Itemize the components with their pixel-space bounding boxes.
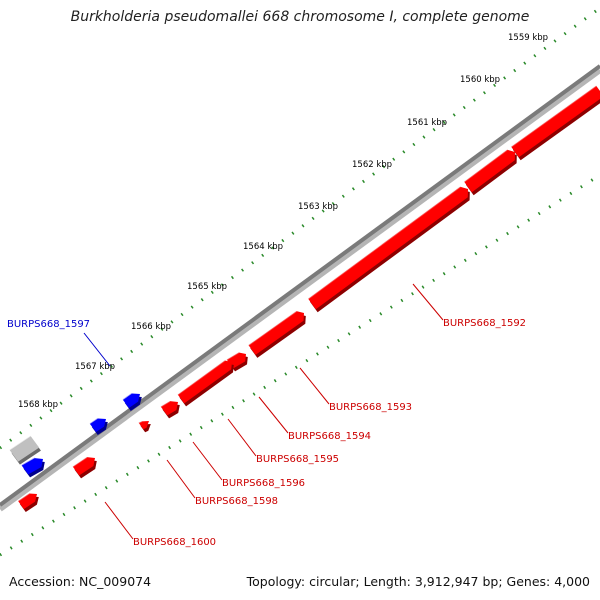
gene-feature [138,420,151,433]
gene-label-leader [227,418,257,457]
gene-feature [160,400,180,419]
genome-summary-text: Topology: circular; Length: 3,912,947 bp… [246,574,590,589]
ruler-tick-label: 1561 kbp [407,118,447,128]
gene-feature [177,359,234,407]
outer-ruler-track [0,6,600,450]
ruler-tick-label: 1562 kbp [352,160,392,170]
ruler-tick-label: 1563 kbp [298,202,338,212]
ruler-tick-label: 1568 kbp [18,400,58,410]
label-leader-lines [83,283,444,540]
gene-feature-forward [122,392,142,412]
gene-feature [463,149,517,196]
backbone-shadow [0,67,600,512]
ruler-tick-label: 1565 kbp [187,282,227,292]
accession-text: Accession: NC_009074 [9,574,152,589]
gene-label[interactable]: BURPS668_1597 [7,319,90,330]
gene-label-leader [412,283,444,321]
gene-label-leader [299,367,330,405]
gene-label-leader [104,501,134,540]
gene-feature-forward [89,417,108,436]
other-feature [9,435,41,465]
gene-label-leader [258,396,289,434]
gene-label[interactable]: BURPS668_1598 [195,496,278,507]
map-title: Burkholderia pseudomallei 668 chromosome… [70,9,530,25]
gene-feature [72,456,97,479]
gene-labels: BURPS668_1597 BURPS668_1592 BURPS668_1593 B… [7,318,526,548]
gene-label-leader [166,459,196,499]
gene-label[interactable]: BURPS668_1595 [256,454,339,465]
gene-label-leader [192,441,223,481]
ruler-tick-label: 1566 kbp [131,322,171,332]
gene-label-leader [83,332,111,367]
feature-glyphs [9,85,600,513]
gene-feature [248,310,306,358]
ruler-tick-label: 1564 kbp [243,242,283,252]
gene-feature-forward [21,457,45,478]
gene-label[interactable]: BURPS668_1594 [288,431,371,442]
gene-label[interactable]: BURPS668_1596 [222,478,305,489]
gene-feature-1592-part [510,85,600,161]
gene-label[interactable]: BURPS668_1593 [329,402,412,413]
ruler-tick-label: 1567 kbp [75,362,115,372]
ruler-tick-labels: 1559 kbp 1560 kbp 1561 kbp 1562 kbp 1563 kbp… [18,33,548,410]
ruler-tick-label: 1560 kbp [460,75,500,85]
gene-label[interactable]: BURPS668_1600 [133,537,216,548]
gene-feature [307,186,470,313]
gene-label[interactable]: BURPS668_1592 [443,318,526,329]
gene-feature [17,492,39,513]
ruler-tick-label: 1559 kbp [508,33,548,43]
